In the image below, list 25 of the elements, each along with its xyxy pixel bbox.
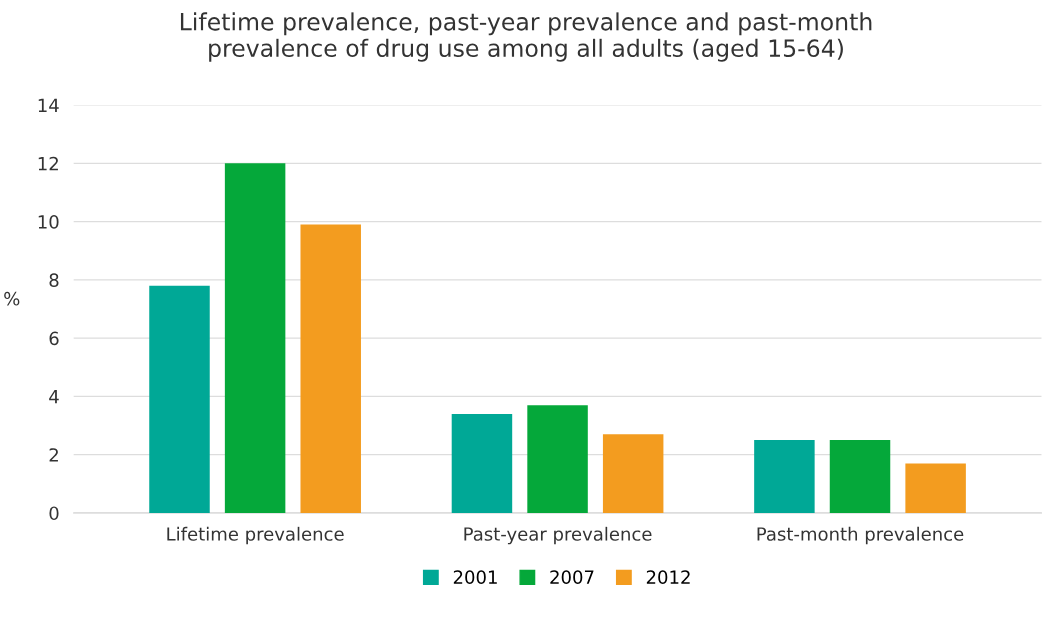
legend-label: 2001 (453, 570, 497, 584)
bar (829, 440, 891, 513)
bar (224, 163, 286, 513)
bar (149, 285, 210, 513)
bar (300, 224, 361, 513)
y-axis-title: % (4, 291, 20, 306)
bar (527, 405, 588, 513)
chart-title: Lifetime prevalence, past-year prevalence and past-month prevalence of drug use among all adults (aged 15-64) (180, 12, 872, 62)
bar (451, 413, 513, 513)
legend-label: 2012 (646, 570, 690, 584)
bar (602, 434, 664, 513)
y-tick-label: 8 (49, 273, 59, 287)
y-tick-label: 6 (49, 331, 59, 346)
y-tick-label: 2 (49, 448, 58, 462)
x-tick-label: Past-year prevalence (464, 526, 652, 545)
x-tick-label: Past-month prevalence (757, 526, 964, 545)
y-tick-label: 0 (49, 506, 59, 521)
bar (905, 463, 966, 513)
y-tick-label: 10 (38, 215, 59, 229)
legend-label: 2007 (550, 570, 594, 584)
bar (754, 440, 815, 513)
x-tick-label: Lifetime prevalence (167, 526, 344, 545)
y-tick-label: 14 (38, 98, 59, 112)
y-tick-label: 4 (49, 390, 59, 404)
y-tick-label: 12 (38, 156, 58, 171)
